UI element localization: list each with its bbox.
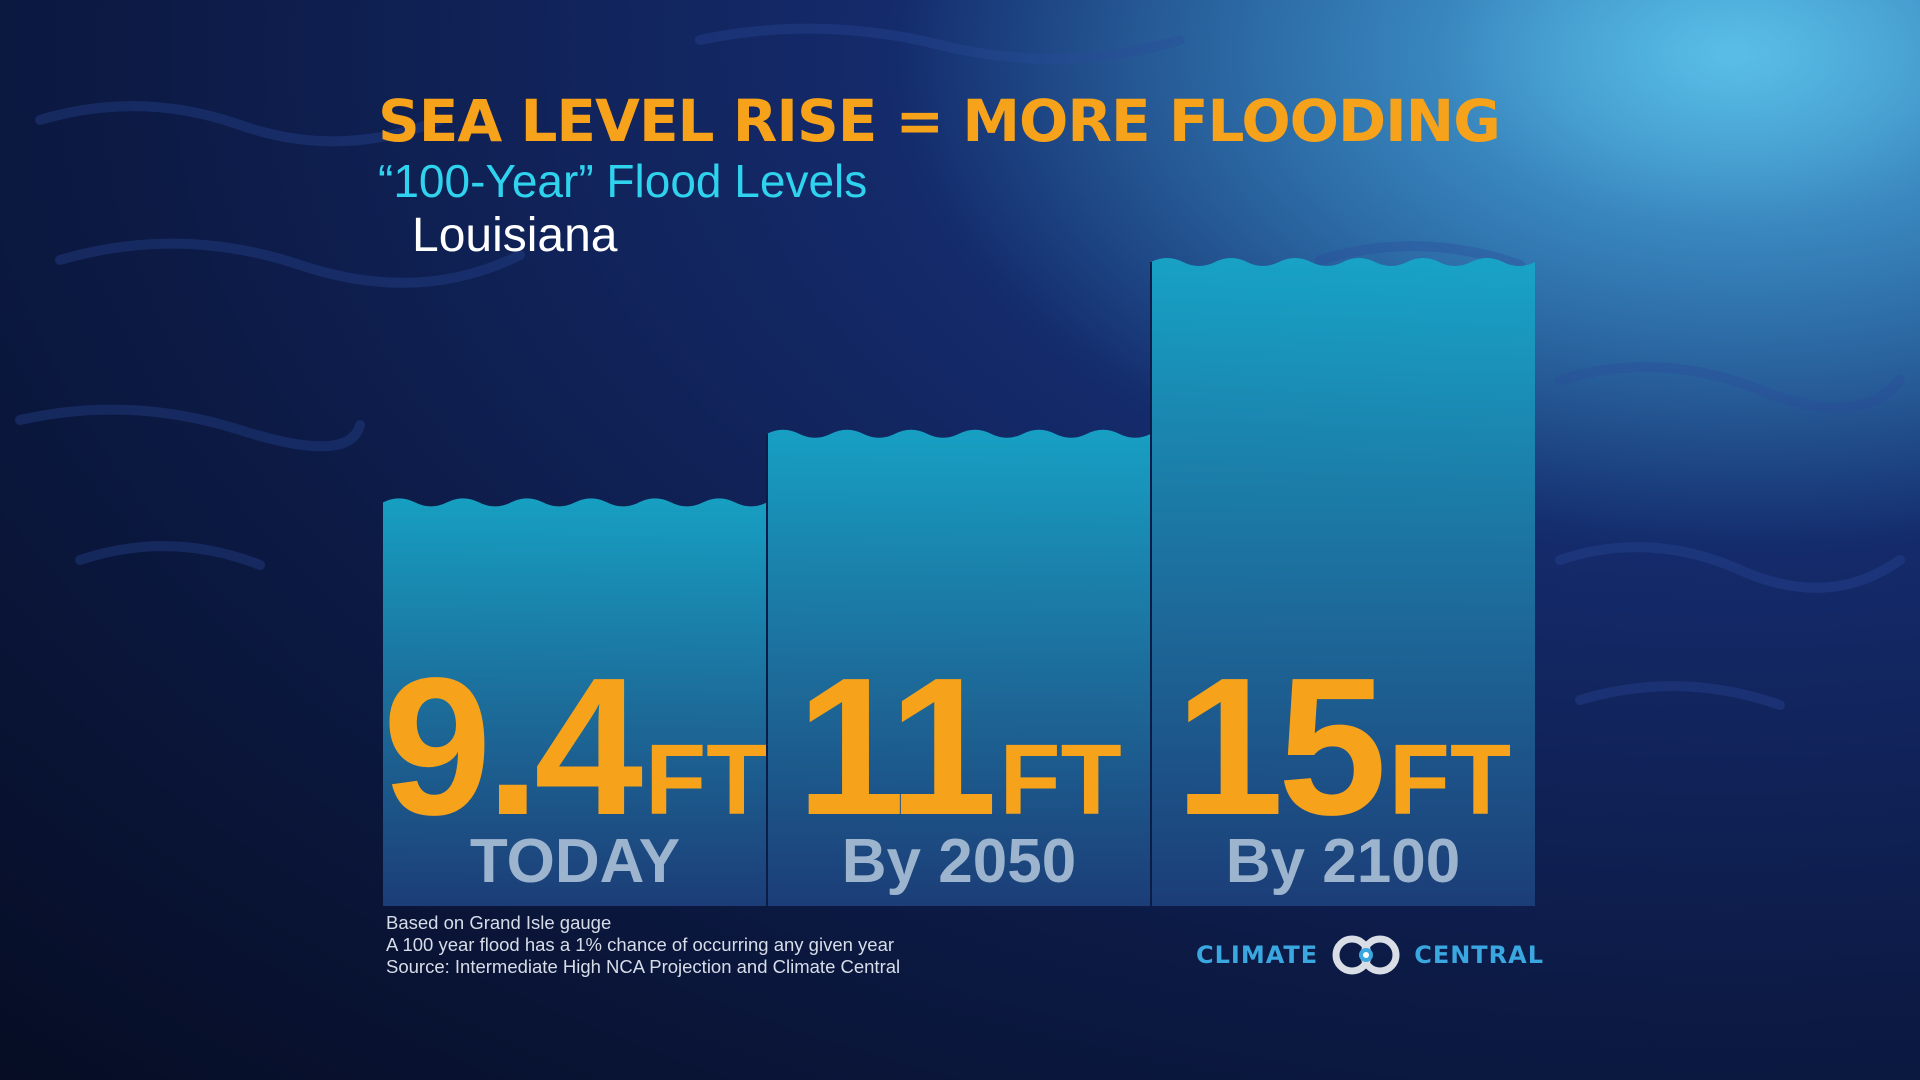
logo-text-left: CLIMATE — [1196, 941, 1319, 969]
chart-title: SEA LEVEL RISE = MORE FLOODING — [378, 87, 1501, 155]
value-label: 9.4FT — [383, 637, 768, 856]
region-label: Louisiana — [412, 209, 618, 262]
bar-by-2100 — [1151, 258, 1535, 906]
value-label: 15FT — [1175, 637, 1511, 856]
climate-central-rings-icon — [1332, 935, 1400, 975]
header: SEA LEVEL RISE = MORE FLOODING “100-Year… — [378, 87, 1501, 262]
category-label: By 2100 — [1226, 827, 1460, 896]
footnote-gauge: Based on Grand Isle gauge — [386, 912, 612, 933]
bar-by-2050 — [767, 429, 1151, 906]
category-label: By 2050 — [842, 827, 1076, 896]
value-label: 11FT — [796, 637, 1121, 856]
category-label: TODAY — [470, 827, 680, 896]
footnotes: Based on Grand Isle gauge A 100 year flo… — [386, 912, 900, 978]
climate-central-logo: CLIMATE CENTRAL — [1196, 935, 1544, 975]
chart-subtitle: “100-Year” Flood Levels — [378, 155, 868, 207]
bar-today — [383, 498, 767, 906]
footnote-definition: A 100 year flood has a 1% chance of occu… — [386, 934, 895, 955]
footnote-source: Source: Intermediate High NCA Projection… — [386, 956, 901, 977]
logo-text-right: CENTRAL — [1414, 941, 1545, 969]
